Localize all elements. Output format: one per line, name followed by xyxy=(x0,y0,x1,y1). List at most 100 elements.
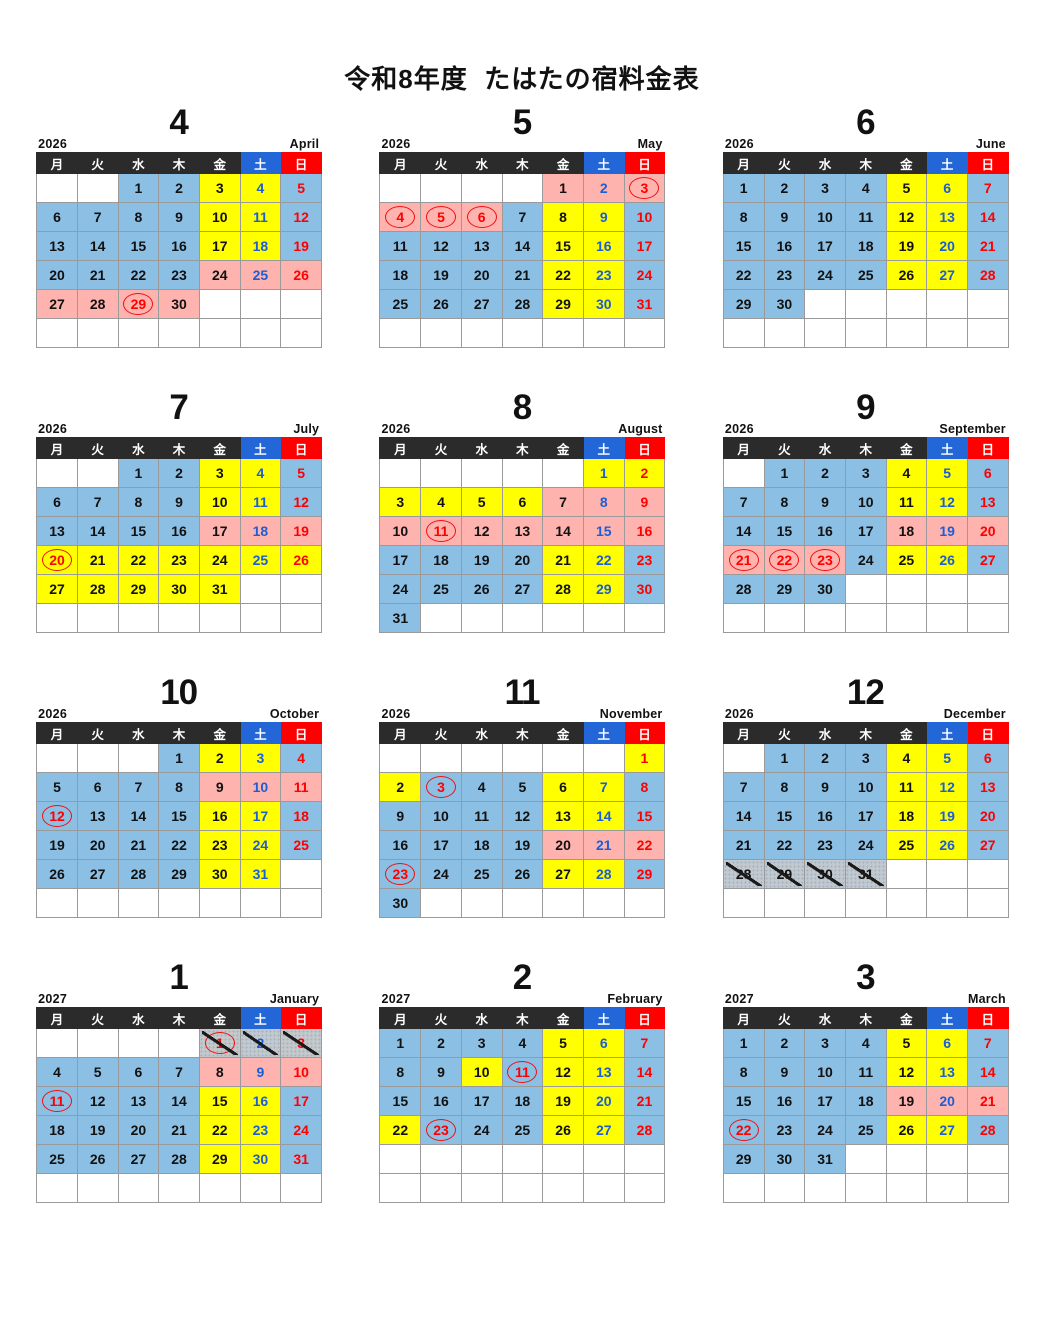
calendar-day-cell[interactable]: 13 xyxy=(926,1057,968,1087)
calendar-day-cell[interactable]: 23 xyxy=(379,859,422,889)
calendar-day-cell[interactable]: 10 xyxy=(804,1057,846,1087)
calendar-day-cell[interactable]: 11 xyxy=(460,801,503,831)
calendar-day-cell[interactable]: 13 xyxy=(966,772,1009,802)
calendar-day-cell[interactable]: 17 xyxy=(239,801,282,831)
calendar-day-cell[interactable]: 23 xyxy=(582,260,625,290)
calendar-day-cell[interactable]: 18 xyxy=(239,231,282,261)
calendar-day-cell[interactable]: 28 xyxy=(966,1115,1009,1145)
calendar-day-cell[interactable]: 20 xyxy=(926,231,968,261)
calendar-day-cell[interactable]: 24 xyxy=(460,1115,503,1145)
calendar-day-cell[interactable]: 26 xyxy=(885,260,928,290)
calendar-day-cell[interactable]: 12 xyxy=(926,772,968,802)
calendar-day-cell[interactable]: 22 xyxy=(763,830,806,860)
calendar-day-cell[interactable]: 27 xyxy=(542,859,584,889)
calendar-day-cell[interactable]: 15 xyxy=(542,231,584,261)
calendar-day-cell[interactable]: 19 xyxy=(420,260,462,290)
calendar-day-cell[interactable]: 19 xyxy=(885,1086,928,1116)
calendar-day-cell[interactable]: 22 xyxy=(117,545,160,575)
calendar-day-cell[interactable]: 6 xyxy=(117,1057,160,1087)
calendar-day-cell[interactable]: 4 xyxy=(844,173,887,203)
calendar-day-cell[interactable]: 5 xyxy=(280,458,322,488)
calendar-day-cell[interactable]: 20 xyxy=(36,545,78,575)
calendar-day-cell[interactable]: 10 xyxy=(379,516,422,546)
calendar-day-cell[interactable]: 1 xyxy=(763,458,806,488)
calendar-day-cell[interactable]: 5 xyxy=(542,1028,584,1058)
calendar-day-cell[interactable]: 5 xyxy=(926,458,968,488)
calendar-day-cell[interactable]: 3 xyxy=(844,458,887,488)
calendar-day-cell[interactable]: 27 xyxy=(36,289,78,319)
calendar-day-cell[interactable]: 5 xyxy=(36,772,78,802)
calendar-day-cell[interactable]: 1 xyxy=(582,458,625,488)
calendar-day-cell[interactable]: 31 xyxy=(198,574,241,604)
calendar-day-cell[interactable]: 3 xyxy=(804,173,846,203)
calendar-day-cell[interactable]: 31 xyxy=(239,859,282,889)
calendar-day-cell[interactable]: 21 xyxy=(966,1086,1009,1116)
calendar-day-cell[interactable]: 14 xyxy=(966,1057,1009,1087)
calendar-day-cell[interactable]: 12 xyxy=(36,801,78,831)
calendar-day-cell[interactable]: 25 xyxy=(36,1144,78,1174)
calendar-day-cell[interactable]: 17 xyxy=(460,1086,503,1116)
calendar-day-cell[interactable]: 9 xyxy=(239,1057,282,1087)
calendar-day-cell[interactable]: 23 xyxy=(239,1115,282,1145)
calendar-day-cell[interactable]: 13 xyxy=(76,801,119,831)
calendar-day-cell[interactable]: 5 xyxy=(885,1028,928,1058)
calendar-day-cell[interactable]: 23 xyxy=(623,545,666,575)
calendar-day-cell[interactable]: 9 xyxy=(804,487,846,517)
calendar-day-cell[interactable]: 10 xyxy=(420,801,462,831)
calendar-day-cell[interactable]: 4 xyxy=(501,1028,544,1058)
calendar-day-cell[interactable]: 23 xyxy=(804,830,846,860)
calendar-day-cell[interactable]: 30 xyxy=(763,1144,806,1174)
calendar-day-cell[interactable]: 8 xyxy=(379,1057,422,1087)
calendar-day-cell[interactable]: 2 xyxy=(420,1028,462,1058)
calendar-day-cell[interactable]: 31 xyxy=(280,1144,322,1174)
calendar-day-cell[interactable]: 14 xyxy=(582,801,625,831)
calendar-day-cell[interactable]: 19 xyxy=(501,830,544,860)
calendar-day-cell[interactable]: 19 xyxy=(542,1086,584,1116)
calendar-day-cell[interactable]: 29 xyxy=(542,289,584,319)
calendar-day-cell[interactable]: 14 xyxy=(117,801,160,831)
calendar-day-cell[interactable]: 3 xyxy=(280,1028,322,1058)
calendar-day-cell[interactable]: 29 xyxy=(763,859,806,889)
calendar-day-cell[interactable]: 29 xyxy=(198,1144,241,1174)
calendar-day-cell[interactable]: 7 xyxy=(542,487,584,517)
calendar-day-cell[interactable]: 27 xyxy=(966,545,1009,575)
calendar-day-cell[interactable]: 18 xyxy=(460,830,503,860)
calendar-day-cell[interactable]: 20 xyxy=(542,830,584,860)
calendar-day-cell[interactable]: 18 xyxy=(844,231,887,261)
calendar-day-cell[interactable]: 5 xyxy=(280,173,322,203)
calendar-day-cell[interactable]: 16 xyxy=(379,830,422,860)
calendar-day-cell[interactable]: 27 xyxy=(966,830,1009,860)
calendar-day-cell[interactable]: 13 xyxy=(36,231,78,261)
calendar-day-cell[interactable]: 24 xyxy=(198,545,241,575)
calendar-day-cell[interactable]: 29 xyxy=(117,289,160,319)
calendar-day-cell[interactable]: 25 xyxy=(280,830,322,860)
calendar-day-cell[interactable]: 19 xyxy=(280,516,322,546)
calendar-day-cell[interactable]: 2 xyxy=(158,458,200,488)
calendar-day-cell[interactable]: 30 xyxy=(379,888,422,918)
calendar-day-cell[interactable]: 26 xyxy=(420,289,462,319)
calendar-day-cell[interactable]: 10 xyxy=(844,772,887,802)
calendar-day-cell[interactable]: 14 xyxy=(722,516,765,546)
calendar-day-cell[interactable]: 18 xyxy=(420,545,462,575)
calendar-day-cell[interactable]: 4 xyxy=(36,1057,78,1087)
calendar-day-cell[interactable]: 8 xyxy=(722,202,765,232)
calendar-day-cell[interactable]: 2 xyxy=(379,772,422,802)
calendar-day-cell[interactable]: 11 xyxy=(420,516,462,546)
calendar-day-cell[interactable]: 6 xyxy=(966,458,1009,488)
calendar-day-cell[interactable]: 29 xyxy=(117,574,160,604)
calendar-day-cell[interactable]: 25 xyxy=(844,260,887,290)
calendar-day-cell[interactable]: 5 xyxy=(926,743,968,773)
calendar-day-cell[interactable]: 2 xyxy=(239,1028,282,1058)
calendar-day-cell[interactable]: 1 xyxy=(763,743,806,773)
calendar-day-cell[interactable]: 21 xyxy=(542,545,584,575)
calendar-day-cell[interactable]: 16 xyxy=(804,801,846,831)
calendar-day-cell[interactable]: 2 xyxy=(623,458,666,488)
calendar-day-cell[interactable]: 25 xyxy=(885,545,928,575)
calendar-day-cell[interactable]: 8 xyxy=(763,772,806,802)
calendar-day-cell[interactable]: 11 xyxy=(501,1057,544,1087)
calendar-day-cell[interactable]: 12 xyxy=(885,1057,928,1087)
calendar-day-cell[interactable]: 3 xyxy=(460,1028,503,1058)
calendar-day-cell[interactable]: 29 xyxy=(722,289,765,319)
calendar-day-cell[interactable]: 14 xyxy=(542,516,584,546)
calendar-day-cell[interactable]: 22 xyxy=(117,260,160,290)
